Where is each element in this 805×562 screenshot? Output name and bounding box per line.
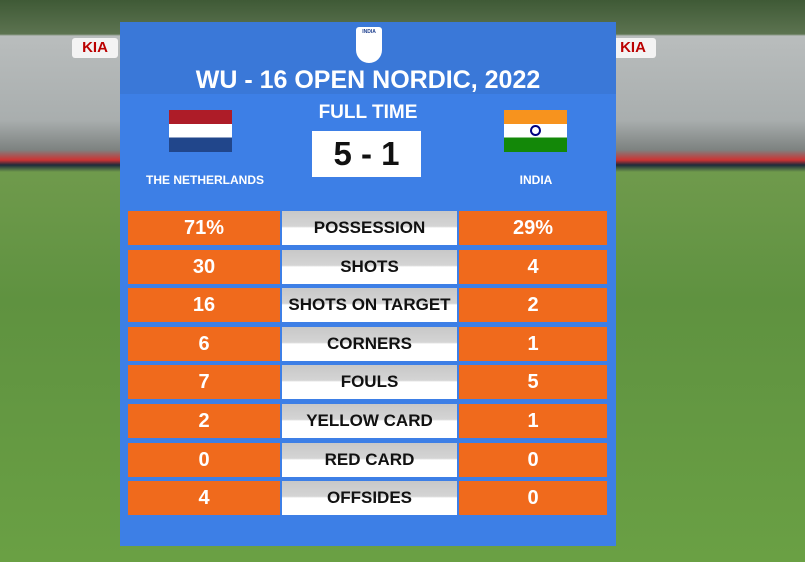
stat-label: RED CARD <box>282 442 457 477</box>
away-flag <box>504 110 567 152</box>
away-stat: 2 <box>459 288 607 323</box>
home-stat: 6 <box>128 326 280 361</box>
logo: INDIA <box>356 27 382 63</box>
score: 5 - 1 <box>312 131 421 177</box>
billboard: KIA <box>610 38 656 58</box>
stat-label: FOULS <box>282 365 457 400</box>
home-stat: 0 <box>128 442 280 477</box>
billboard: KIA <box>72 38 118 58</box>
home-stat: 30 <box>128 249 280 284</box>
stat-label: OFFSIDES <box>282 481 457 516</box>
home-stat: 16 <box>128 288 280 323</box>
stat-label: SHOTS <box>282 249 457 284</box>
away-stat: 0 <box>459 481 607 516</box>
home-flag <box>169 110 232 152</box>
away-stat: 1 <box>459 404 607 438</box>
away-stat: 4 <box>459 249 607 284</box>
away-stat: 0 <box>459 442 607 477</box>
away-team: INDIA <box>519 173 553 187</box>
title: WU - 16 OPEN NORDIC, 2022 <box>195 66 541 94</box>
home-stat: 4 <box>128 481 280 516</box>
home-stat: 7 <box>128 365 280 400</box>
stat-label: YELLOW CARD <box>282 404 457 438</box>
match-status: FULL TIME <box>318 102 418 123</box>
home-stat: 71% <box>128 211 280 245</box>
stat-label: SHOTS ON TARGET <box>282 288 457 323</box>
away-stat: 29% <box>459 211 607 245</box>
away-stat: 5 <box>459 365 607 400</box>
stat-label: POSSESSION <box>282 211 457 245</box>
home-stat: 2 <box>128 404 280 438</box>
home-team: THE NETHERLANDS <box>145 173 264 187</box>
away-stat: 1 <box>459 326 607 361</box>
chakra <box>530 125 541 136</box>
stat-label: CORNERS <box>282 326 457 361</box>
